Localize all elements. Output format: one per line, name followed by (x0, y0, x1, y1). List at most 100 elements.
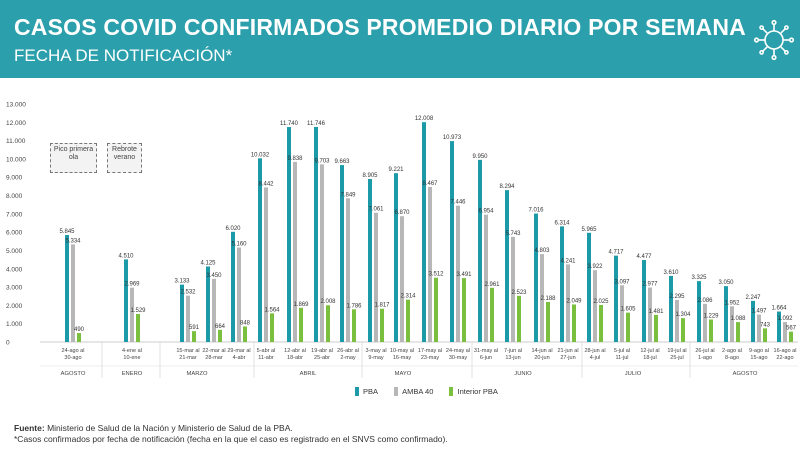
y-tick-label: 0 (6, 340, 10, 347)
data-label: 4.510 (118, 253, 134, 259)
data-label: 3.325 (691, 275, 707, 281)
data-label: 10.973 (443, 135, 462, 141)
bar-amba-40 (540, 254, 544, 342)
bar-pba (287, 127, 291, 342)
data-label: 1.869 (293, 302, 309, 308)
data-label: 1.564 (264, 307, 280, 313)
x-tick-label: 12-abr al (284, 348, 306, 354)
data-label: 1.229 (703, 313, 719, 319)
bar-amba-40 (237, 247, 241, 342)
x-tick-label: 13-jun (505, 355, 520, 361)
data-label: 2.977 (642, 281, 658, 287)
x-tick-label: 5-jul al (614, 348, 630, 354)
page-subtitle: FECHA DE NOTIFICACIÓN* (14, 46, 233, 65)
bar-pba (422, 122, 426, 343)
x-group-label: ENERO (122, 371, 143, 377)
data-label: 3.491 (456, 272, 472, 278)
bar-amba-40 (71, 244, 75, 342)
data-label: 2.961 (484, 282, 500, 288)
bar-pba (206, 266, 210, 342)
bar-interior-pba (709, 319, 713, 342)
data-label: 9.221 (388, 167, 404, 173)
bar-amba-40 (456, 205, 460, 342)
x-tick-label: 30-ago (64, 355, 81, 361)
bar-pba (697, 281, 701, 342)
annotation-text: Rebrote verano (112, 146, 137, 161)
x-tick-label: 4-abr (233, 355, 246, 361)
bar-amba-40 (648, 287, 652, 342)
bar-chart: 0 1.000 2.000 3.000 4.000 5.000 6.000 7.000 8.00… (6, 102, 798, 378)
data-label: 4.717 (608, 250, 624, 256)
bar-pba (450, 141, 454, 342)
bar-pba (724, 286, 728, 342)
bar-pba (505, 190, 509, 342)
data-label: 1.664 (771, 306, 787, 312)
x-tick-label: 12-jul al (640, 348, 659, 354)
legend-swatch (394, 387, 399, 396)
x-tick-label: 22-ago (776, 355, 793, 361)
bar-interior-pba (299, 307, 303, 342)
bar-interior-pba (192, 331, 196, 342)
data-label: 848 (240, 320, 251, 326)
x-tick-label: 21-mar (179, 355, 197, 361)
bar-pba (614, 255, 618, 342)
data-label: 2.247 (745, 295, 761, 301)
data-label: 7.446 (450, 200, 466, 206)
data-label: 2.969 (124, 282, 140, 288)
source-text: Ministerio de Salud de la Nación y Minis… (44, 423, 293, 433)
data-label: 4.125 (200, 260, 216, 266)
bar-pba (314, 126, 318, 342)
annotation-rebrote-verano: Rebrote verano (107, 143, 142, 173)
x-tick-label: 29-mar al (227, 348, 250, 354)
x-tick-label: 24-ago al (62, 348, 85, 354)
bar-amba-40 (566, 264, 570, 342)
data-label: 1.817 (374, 303, 390, 309)
bar-pba (777, 311, 781, 342)
data-label: 5.334 (65, 238, 81, 244)
bar-pba (478, 159, 482, 342)
bar-amba-40 (703, 303, 707, 342)
x-tick-label: 26-jul al (695, 348, 714, 354)
data-label: 7.061 (368, 207, 384, 213)
data-label: 4.477 (636, 254, 652, 260)
bar-interior-pba (572, 304, 576, 342)
x-tick-label: 1-ago (698, 355, 712, 361)
data-label: 1.786 (346, 303, 362, 309)
data-label: 3.097 (614, 279, 630, 285)
bar-pba (560, 226, 564, 342)
annotation-pico-primera-ola: Pico primera ola (50, 143, 97, 173)
bar-interior-pba (434, 277, 438, 342)
data-label: 6.314 (554, 220, 570, 226)
bar-amba-40 (374, 212, 378, 342)
x-tick-label: 15-mar al (176, 348, 199, 354)
x-tick-label: 4-ene al (122, 348, 142, 354)
bar-interior-pba (218, 329, 222, 342)
data-label: 8.467 (422, 181, 438, 187)
legend-label: Interior PBA (457, 387, 498, 396)
data-label: 2.188 (540, 296, 556, 302)
legend-swatch (449, 387, 454, 396)
bar-pba (340, 165, 344, 342)
x-tick-label: 22-mar al (202, 348, 225, 354)
y-tick-label: 10.000 (6, 156, 26, 163)
x-tick-label: 4-jul (590, 355, 600, 361)
bar-interior-pba (763, 328, 767, 342)
x-tick-label: 10-may al (390, 348, 414, 354)
bar-interior-pba (270, 313, 274, 342)
legend-item-interior: Interior PBA (449, 387, 498, 396)
x-tick-label: 25-jul (670, 355, 683, 361)
x-tick-label: 19-jul al (667, 348, 686, 354)
data-label: 5.845 (59, 229, 75, 235)
data-label: 1.481 (648, 309, 664, 315)
data-label: 5.160 (231, 242, 247, 248)
footnote: *Casos confirmados por fecha de notifica… (14, 434, 448, 444)
x-tick-label: 23-may (421, 355, 440, 361)
bar-amba-40 (675, 299, 679, 342)
data-label: 3.922 (587, 264, 603, 270)
bar-amba-40 (730, 306, 734, 342)
bar-interior-pba (599, 304, 603, 342)
x-tick-label: 9-may (368, 355, 384, 361)
x-group-label: AGOSTO (61, 371, 86, 377)
x-group-label: ABRIL (300, 371, 318, 377)
data-label: 9.838 (287, 156, 303, 162)
